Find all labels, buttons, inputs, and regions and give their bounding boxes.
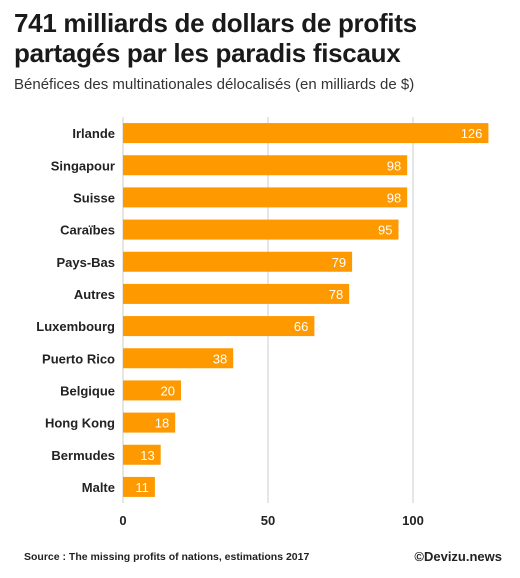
value-label: 79 — [332, 255, 346, 270]
category-label: Irlande — [72, 126, 115, 141]
bar-malte — [123, 476, 155, 497]
value-label: 18 — [155, 416, 169, 431]
bars — [123, 123, 489, 497]
category-label: Malte — [82, 480, 115, 495]
bar-luxembourg — [123, 316, 315, 337]
bar-pays-bas — [123, 251, 353, 272]
value-label: 38 — [213, 351, 227, 366]
chart-subtitle: Bénéfices des multinationales délocalisé… — [14, 76, 415, 93]
category-label: Autres — [74, 287, 115, 302]
brand-credit: ©Devizu.news — [414, 549, 502, 564]
bar-cara-bes — [123, 219, 399, 240]
value-label: 11 — [135, 480, 149, 495]
value-label: 95 — [378, 223, 392, 238]
category-label: Hong Kong — [45, 416, 115, 431]
category-label: Luxembourg — [36, 319, 115, 334]
category-label: Belgique — [60, 383, 115, 398]
bar-belgique — [123, 380, 181, 401]
category-label: Bermudes — [51, 448, 115, 463]
category-label: Suisse — [73, 190, 115, 205]
category-label: Singapour — [51, 158, 115, 173]
source-note: Source : The missing profits of nations,… — [24, 551, 310, 563]
bar-suisse — [123, 187, 408, 208]
value-label: 78 — [329, 287, 343, 302]
value-label: 98 — [387, 158, 401, 173]
chart-title: 741 milliards de dollars de profits part… — [14, 8, 417, 68]
x-tick-label: 0 — [119, 513, 126, 528]
category-label: Puerto Rico — [42, 351, 115, 366]
bar-irlande — [123, 123, 489, 144]
x-tick-label: 50 — [261, 513, 275, 528]
value-label: 13 — [140, 448, 154, 463]
bar-autres — [123, 283, 350, 304]
bar-hong-kong — [123, 412, 176, 433]
value-label: 20 — [161, 383, 175, 398]
category-label: Caraïbes — [60, 223, 115, 238]
bar-bermudes — [123, 444, 161, 465]
category-label: Pays-Bas — [56, 255, 115, 270]
x-tick-label: 100 — [402, 513, 424, 528]
value-label: 66 — [294, 319, 308, 334]
labels: 0 50 100 Irlande 126 Singapour 98 Suisse 98 Caraï… — [36, 126, 482, 528]
bar-puerto-rico — [123, 348, 234, 369]
bar-singapour — [123, 155, 408, 176]
grid-lines — [122, 117, 414, 503]
value-label: 126 — [461, 126, 483, 141]
value-label: 98 — [387, 190, 401, 205]
